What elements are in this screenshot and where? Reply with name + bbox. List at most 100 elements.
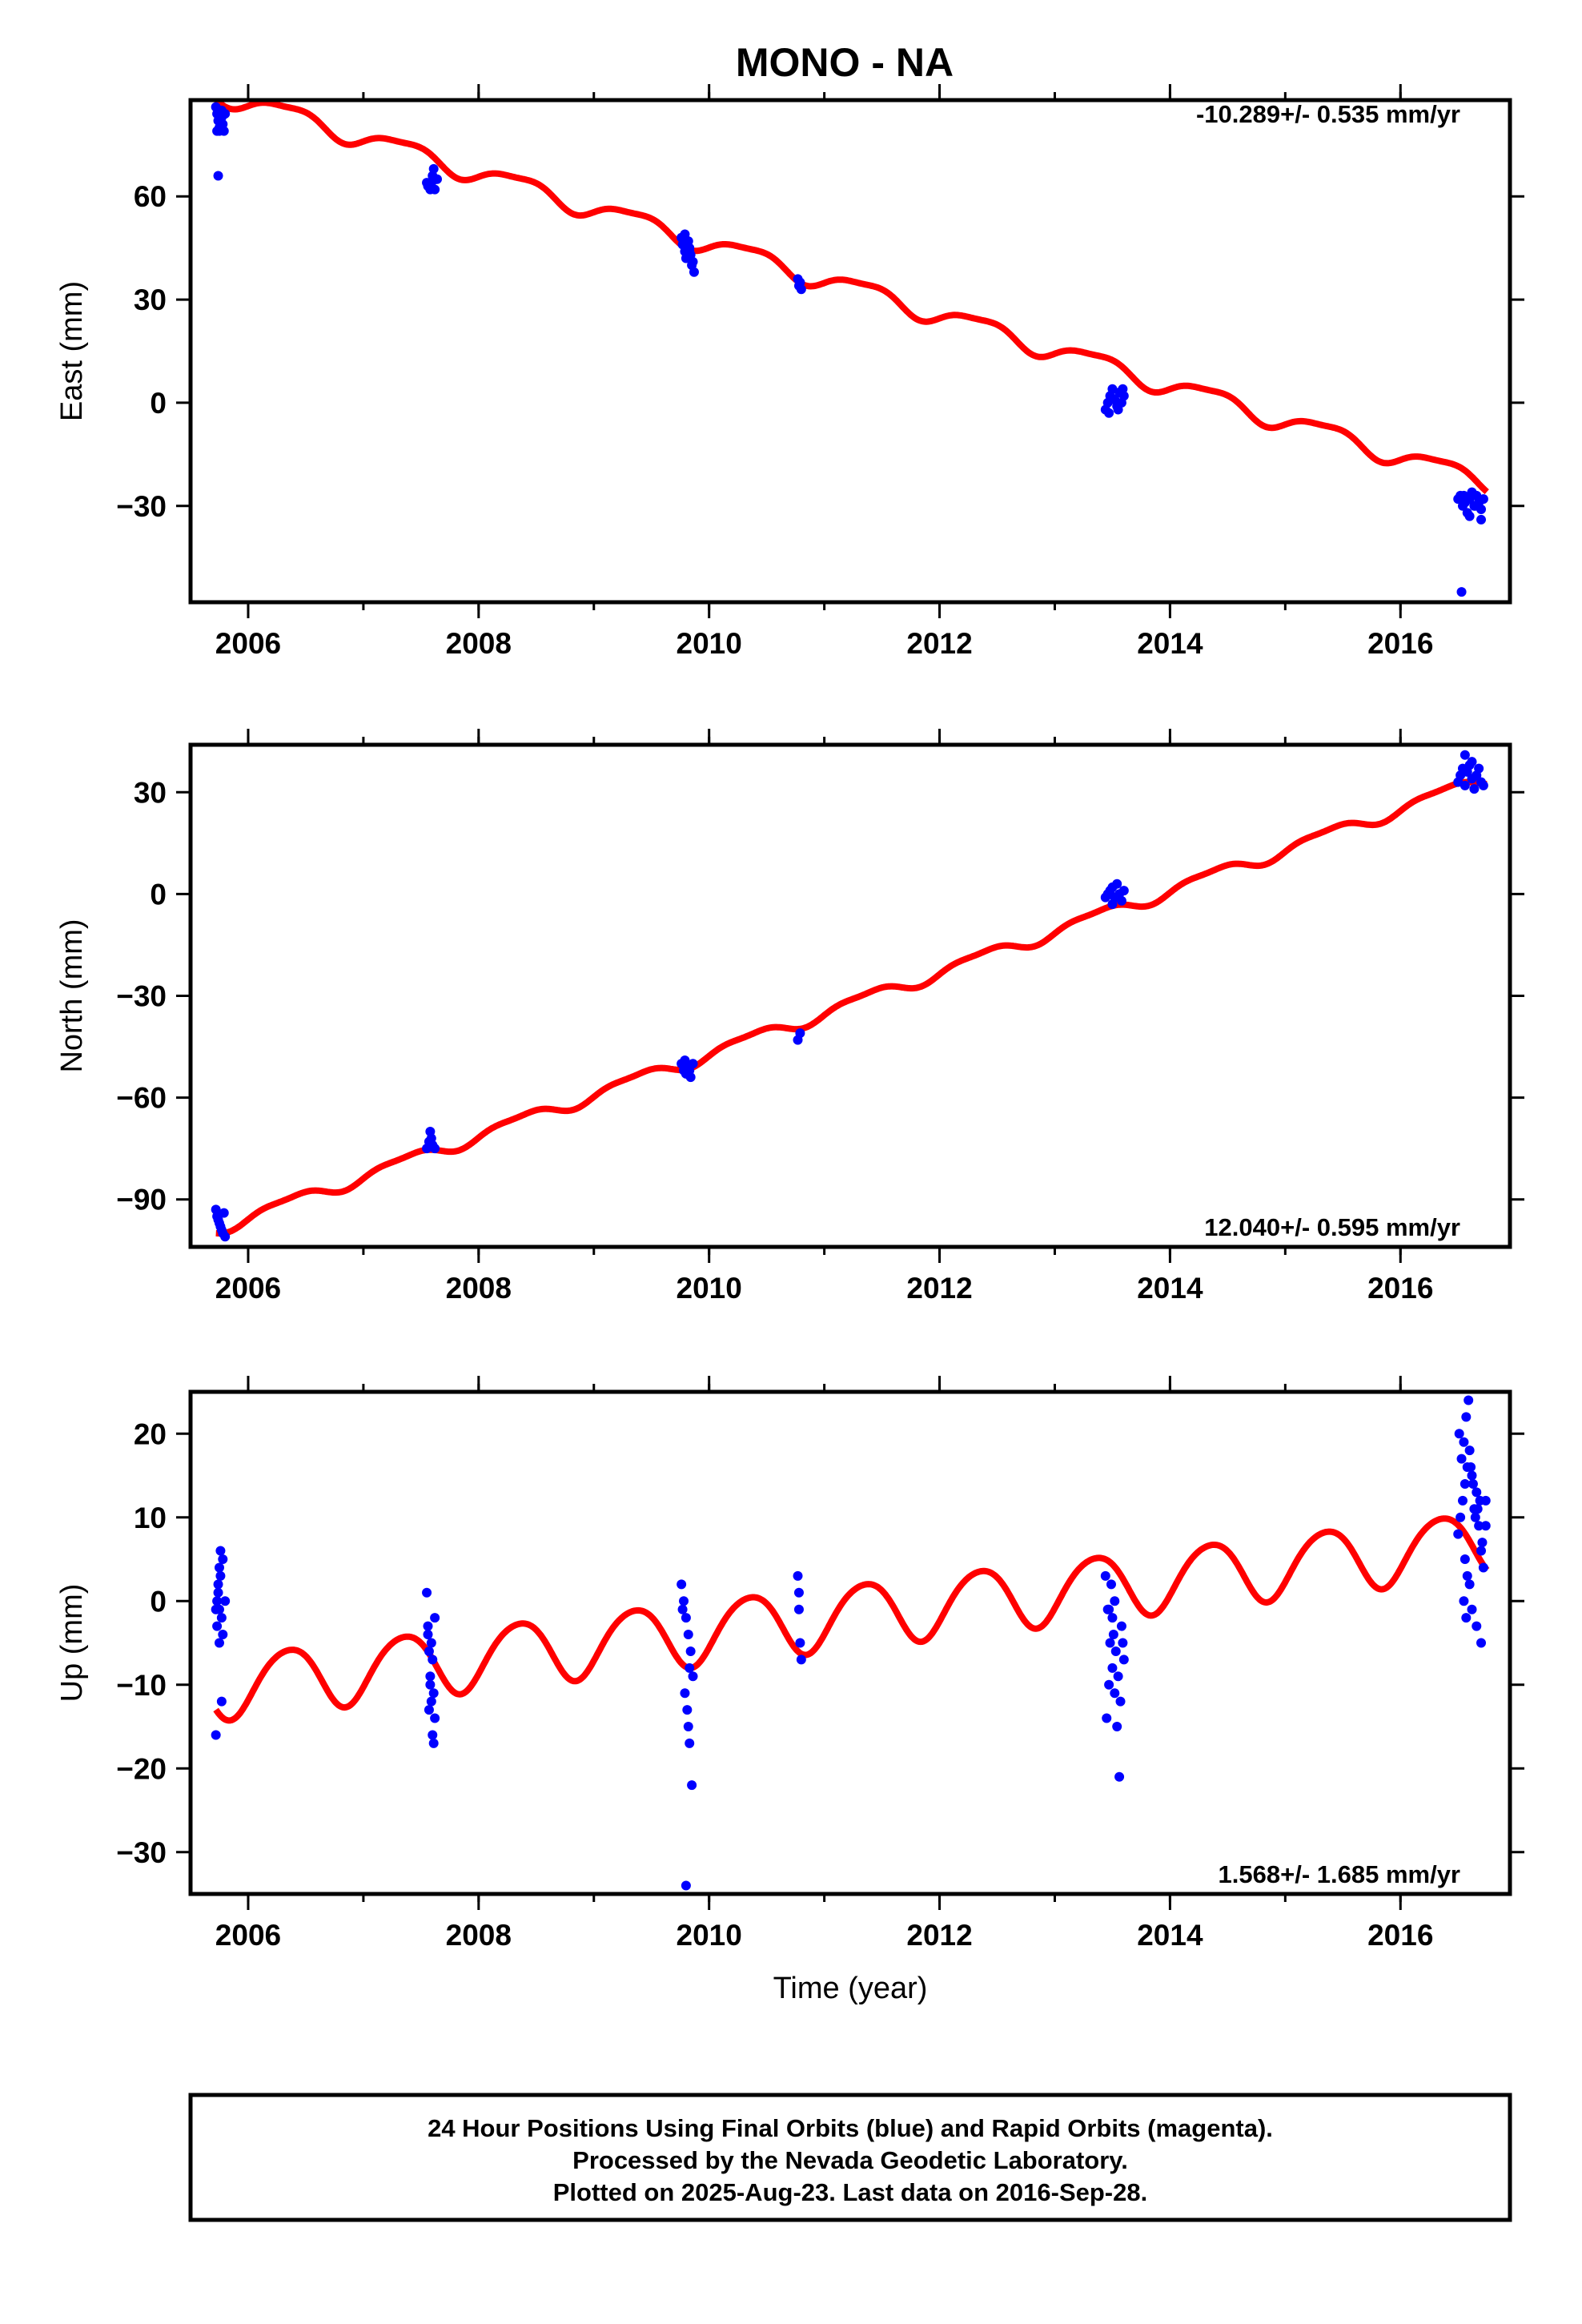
y-tick-label: −30 <box>116 980 167 1013</box>
data-point <box>1105 1638 1115 1648</box>
data-point <box>687 1780 697 1791</box>
data-point <box>796 1655 806 1665</box>
data-point <box>430 1613 440 1623</box>
data-point <box>681 1613 691 1623</box>
data-point <box>795 1028 805 1039</box>
data-point <box>424 1705 434 1715</box>
x-tick-label: 2012 <box>906 627 972 660</box>
footer-line-1: 24 Hour Positions Using Final Orbits (bl… <box>428 2114 1273 2142</box>
data-point <box>1464 511 1475 521</box>
data-point <box>1470 501 1480 511</box>
data-point <box>1478 1562 1488 1573</box>
x-tick-label: 2012 <box>906 1272 972 1305</box>
data-point <box>1118 1655 1129 1665</box>
data-point <box>1118 384 1128 394</box>
y-tick-label: 30 <box>134 776 167 809</box>
data-point <box>216 1224 227 1235</box>
data-point <box>1459 1596 1469 1606</box>
data-point <box>1116 895 1126 906</box>
data-point <box>680 1688 690 1699</box>
data-point <box>1113 404 1123 415</box>
x-tick-label: 2016 <box>1367 1919 1433 1952</box>
data-point <box>1470 1512 1480 1522</box>
data-point <box>1472 1487 1482 1498</box>
data-point <box>426 1696 436 1707</box>
footer-line-3: Plotted on 2025-Aug-23. Last data on 201… <box>553 2178 1147 2206</box>
data-point <box>425 1679 436 1690</box>
data-point <box>1457 1495 1468 1506</box>
data-point <box>685 1663 695 1673</box>
data-point <box>1107 1663 1118 1673</box>
data-point <box>1456 1454 1467 1464</box>
data-point <box>1469 784 1480 794</box>
data-point <box>1110 1596 1120 1606</box>
y-tick-label: 0 <box>150 878 167 911</box>
data-point <box>1468 1478 1478 1489</box>
data-point <box>1478 780 1488 790</box>
data-point <box>793 1570 803 1581</box>
data-point <box>680 229 690 239</box>
velocity-label: 1.568+/- 1.685 mm/yr <box>1219 1860 1460 1888</box>
data-point <box>1466 1462 1476 1473</box>
y-tick-label: −20 <box>116 1752 167 1785</box>
data-point <box>219 1208 229 1218</box>
data-point <box>1104 1604 1114 1614</box>
data-point <box>796 284 806 295</box>
data-point <box>218 1554 228 1564</box>
data-point <box>681 1880 691 1891</box>
data-point <box>688 1671 698 1682</box>
figure-title: MONO - NA <box>736 40 954 85</box>
data-point <box>685 1065 695 1076</box>
data-point <box>1460 750 1470 760</box>
y-tick-label: −30 <box>116 490 167 523</box>
data-point <box>428 1655 438 1665</box>
y-tick-label: −90 <box>116 1184 167 1216</box>
data-point <box>1104 408 1114 418</box>
y-axis-label: East (mm) <box>55 281 89 421</box>
data-point <box>212 1596 223 1606</box>
data-point <box>1460 1478 1470 1489</box>
data-point <box>214 1638 224 1648</box>
data-point <box>683 1630 693 1640</box>
data-point <box>677 1604 688 1614</box>
data-point <box>1461 1613 1472 1623</box>
data-point <box>1106 1579 1117 1590</box>
data-point <box>423 1630 433 1640</box>
data-point <box>428 1688 439 1699</box>
x-tick-label: 2008 <box>446 1919 512 1952</box>
x-tick-label: 2016 <box>1367 627 1433 660</box>
panel-frame <box>188 742 1512 1249</box>
data-point <box>1116 1621 1126 1631</box>
data-point <box>425 1126 436 1136</box>
data-point <box>1115 1696 1126 1707</box>
data-point <box>1108 1630 1118 1640</box>
data-point <box>1478 494 1488 505</box>
data-point <box>1112 879 1122 889</box>
data-point <box>683 1722 693 1731</box>
data-point <box>1480 1521 1491 1531</box>
plot-area <box>211 750 1489 1242</box>
data-point <box>1456 1512 1466 1522</box>
data-point <box>1107 1613 1118 1623</box>
velocity-label: -10.289+/- 0.535 mm/yr <box>1196 100 1460 128</box>
data-point <box>685 246 695 256</box>
data-point <box>215 1546 226 1556</box>
data-point <box>1467 1604 1477 1614</box>
data-point <box>680 1055 690 1065</box>
data-point <box>213 1579 223 1590</box>
data-point <box>428 163 439 174</box>
data-point <box>1476 514 1487 525</box>
plot-area <box>211 100 1489 597</box>
data-point <box>1462 1570 1472 1581</box>
data-point <box>212 1621 223 1631</box>
x-tick-label: 2014 <box>1137 1272 1203 1305</box>
data-point <box>688 256 698 267</box>
data-point <box>1472 1504 1483 1514</box>
data-point <box>1102 1713 1112 1723</box>
data-point <box>425 1671 436 1682</box>
y-tick-label: 60 <box>134 180 167 213</box>
data-point <box>1100 1570 1110 1581</box>
data-point <box>1474 763 1484 774</box>
data-point <box>213 1215 223 1225</box>
